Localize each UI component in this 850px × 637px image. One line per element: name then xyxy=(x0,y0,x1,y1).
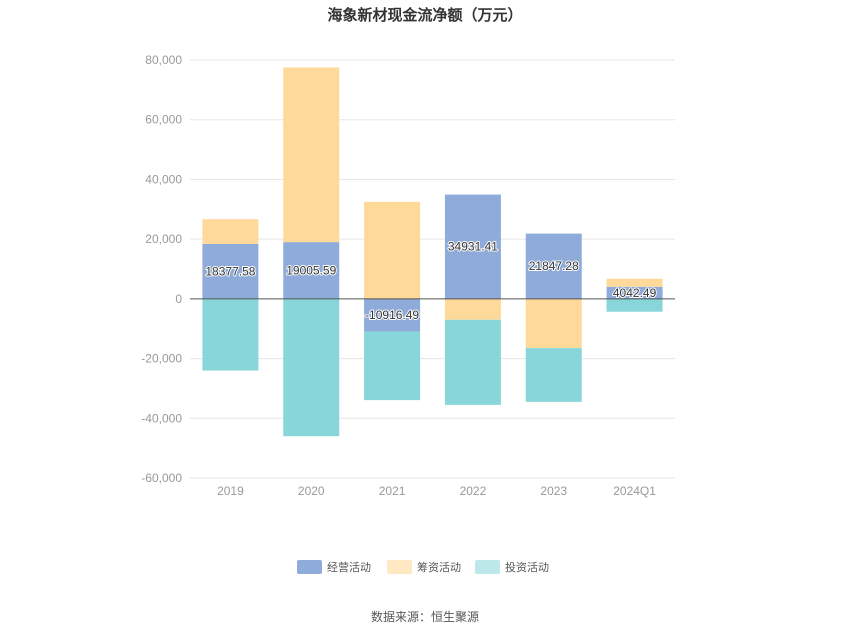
y-axis: 80,000 60,000 40,000 20,000 0 -20,000 -40,000 -… xyxy=(141,53,182,485)
bar-2024Q1-series-0 xyxy=(606,286,663,299)
bars xyxy=(202,67,663,437)
data-label-2022: 34931.41 xyxy=(448,240,498,254)
x-tick-label: 2021 xyxy=(379,484,406,498)
data-label-2020: 19005.59 xyxy=(286,263,336,277)
bar-2021-series-1 xyxy=(364,201,421,299)
bar-2020-series-0 xyxy=(283,242,340,299)
x-tick-label: 2022 xyxy=(460,484,487,498)
grid-lines xyxy=(190,59,675,479)
legend-swatch-2 xyxy=(475,560,500,574)
bar-2021-series-0 xyxy=(364,298,421,332)
source-text: 数据来源：恒生聚源 xyxy=(371,609,479,624)
bar-2020-series-2 xyxy=(283,298,340,437)
x-axis: 2019 2020 2021 2022 2023 2024Q1 xyxy=(190,477,675,498)
data-labels: 18377.58 19005.59 -10916.49 34931.41 21847.2… xyxy=(204,239,657,323)
bar-2019-series-2 xyxy=(202,298,259,371)
y-tick-label: 40,000 xyxy=(145,172,182,186)
legend-label-0: 经营活动 xyxy=(327,560,371,574)
bar-2020-series-1 xyxy=(283,67,340,243)
y-tick-label: 80,000 xyxy=(145,53,182,67)
x-tick-label: 2020 xyxy=(298,484,325,498)
y-tick-label: 60,000 xyxy=(145,113,182,127)
x-tick-label: 2019 xyxy=(217,484,244,498)
bar-2023-series-2 xyxy=(525,348,582,402)
bar-2019-series-0 xyxy=(202,243,259,299)
bar-2023-series-1 xyxy=(525,298,582,349)
legend: 经营活动 筹资活动 投资活动 xyxy=(297,560,549,574)
data-label-2021: -10916.49 xyxy=(365,308,419,322)
y-tick-label: -20,000 xyxy=(141,352,182,366)
bar-2019-series-1 xyxy=(202,219,259,244)
bar-2024Q1-series-1 xyxy=(606,278,663,287)
bar-2024Q1-series-2 xyxy=(606,298,663,312)
legend-swatch-0 xyxy=(297,560,322,574)
x-tick-label: 2023 xyxy=(540,484,567,498)
x-tick-label: 2024Q1 xyxy=(613,484,656,498)
data-label-2019: 18377.58 xyxy=(205,264,255,278)
legend-swatch-1 xyxy=(387,560,412,574)
bar-2022-series-0 xyxy=(444,194,501,299)
legend-label-2: 投资活动 xyxy=(505,560,549,574)
y-tick-label: -60,000 xyxy=(141,471,182,485)
bar-2023-series-0 xyxy=(525,233,582,299)
y-tick-label: 0 xyxy=(175,292,182,306)
bar-2022-series-1 xyxy=(444,298,501,320)
legend-label-1: 筹资活动 xyxy=(417,560,461,574)
bar-2022-series-2 xyxy=(444,319,501,405)
y-tick-label: 20,000 xyxy=(145,232,182,246)
y-tick-label: -40,000 xyxy=(141,411,182,425)
data-label-2023: 21847.28 xyxy=(529,259,579,273)
chart-title: 海象新材现金流净额（万元） xyxy=(327,6,522,24)
data-label-2024Q1: 4042.49 xyxy=(613,286,657,300)
bar-2021-series-2 xyxy=(364,331,421,401)
